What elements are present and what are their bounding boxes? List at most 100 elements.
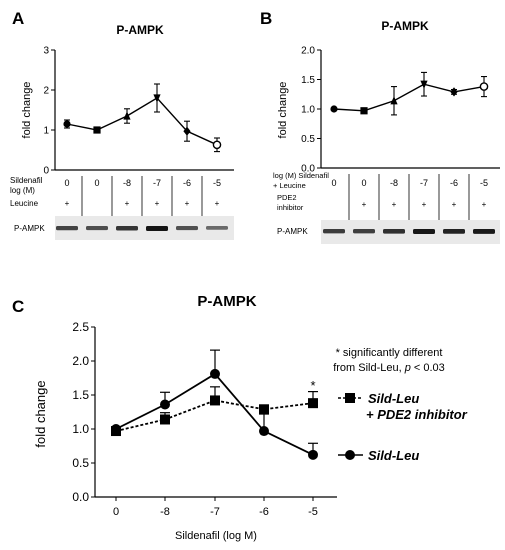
legend-marker-circle — [345, 450, 355, 460]
row2-value-b: + — [452, 200, 457, 209]
western-blot-image-b — [321, 220, 500, 244]
series-line-sild — [115, 372, 314, 456]
plot-area-b — [330, 71, 489, 116]
row1-value-a: -8 — [123, 178, 131, 188]
row2-value-a: + — [185, 199, 190, 208]
row1-value-b: -8 — [390, 178, 398, 188]
data-point-b-circle — [330, 105, 338, 113]
data-point-b-circle-open — [479, 82, 489, 91]
c-y-tick-label: 2.0 — [72, 354, 89, 368]
y-tick-labels-a: 3 2 1 0 — [43, 46, 55, 177]
blot-band-a — [56, 226, 78, 231]
blot-label-b: P-AMPK — [277, 227, 308, 236]
blot-band-b — [413, 229, 435, 234]
row1-value-b: 0 — [361, 178, 366, 188]
data-point-a-circle — [63, 120, 71, 128]
row1-value-b: -5 — [480, 178, 488, 188]
blot-band-a — [176, 226, 198, 231]
row1-value-a: -6 — [183, 178, 191, 188]
data-point-a-triangle-up — [123, 111, 131, 120]
data-point-b-diamond — [450, 87, 458, 97]
row-label-sildenafil-b-1: log (M) Sildenafil — [273, 171, 329, 180]
row1-value-b: -7 — [420, 178, 428, 188]
data-point-sild-circle — [308, 449, 318, 460]
series-line-a — [66, 97, 218, 146]
row1-value-b: -6 — [450, 178, 458, 188]
c-x-tick-label: -8 — [160, 506, 170, 518]
data-point-sild-circle — [210, 368, 220, 379]
a-y-tick-label: 0 — [43, 166, 49, 177]
row1-value-a: 0 — [94, 178, 99, 188]
blot-band-a — [206, 226, 228, 230]
c-y-tick-label: 2.5 — [72, 320, 89, 334]
row-label-sildenafil-a-2: log (M) — [10, 186, 35, 195]
legend-marker-square — [345, 393, 355, 403]
row-values-sildenafil-b: 0 0 -8 -7 -6 -5 — [331, 178, 488, 188]
legend-label-sild: Sild-Leu — [368, 448, 419, 463]
c-y-tick-label: 0.0 — [72, 490, 89, 504]
y-tick-labels-c: 2.5 2.0 1.5 1.0 0.5 0.0 — [72, 320, 95, 504]
y-axis-label-b: fold change — [277, 82, 289, 139]
western-blot-image-a — [55, 216, 234, 240]
c-x-tick-label: -7 — [210, 506, 220, 518]
panel-letter-b: B — [260, 9, 272, 28]
row-values-sildenafil-a: 0 0 -8 -7 -6 -5 — [64, 178, 221, 188]
blot-bands-a — [56, 226, 228, 231]
data-point-pde2-square — [210, 395, 220, 406]
legend: Sild-Leu + PDE2 inhibitor Sild-Leu — [338, 391, 468, 463]
data-point-a-triangle-down — [153, 94, 161, 103]
y-axis-label-c: fold change — [33, 380, 48, 447]
panel-letter-c: C — [12, 297, 24, 316]
series-line-pde2 — [115, 399, 314, 432]
blot-label-a: P-AMPK — [14, 224, 45, 233]
row-label-sildenafil-b-2: + Leucine — [273, 181, 306, 190]
panel-c: C P-AMPK fold change 2.52.01.51.00.50.0 … — [12, 293, 468, 542]
data-point-a-diamond — [183, 126, 191, 136]
c-y-tick-label: 0.5 — [72, 456, 89, 470]
significance-note-line-1: * significantly different — [336, 347, 443, 359]
blot-band-b — [383, 229, 405, 234]
row-label-pde2-b-1: PDE2 — [277, 193, 297, 202]
data-point-b-triangle-up — [390, 96, 398, 105]
data-point-b-square — [360, 107, 368, 115]
panel-a: A P-AMPK fold change 3 2 1 0 Sildenafil log… — [10, 9, 234, 240]
series-line-b — [333, 83, 485, 112]
chart-title-c: P-AMPK — [197, 293, 256, 310]
b-y-tick-label: 1.5 — [301, 75, 315, 86]
b-y-tick-label: 0.5 — [301, 134, 315, 145]
y-tick-labels-b: 2.0 1.5 1.0 0.5 0.0 — [301, 46, 321, 175]
data-point-a-circle-open — [212, 140, 222, 150]
b-y-tick-label: 1.0 — [301, 105, 315, 116]
blot-band-b — [353, 229, 375, 234]
c-y-tick-label: 1.0 — [72, 422, 89, 436]
row2-value-b: + — [392, 200, 397, 209]
x-tick-labels-c: 0 -8 -7 -6 -5 — [113, 497, 318, 518]
blot-band-b — [473, 229, 495, 234]
c-x-tick-label: 0 — [113, 506, 119, 518]
plot-area-c — [111, 349, 318, 460]
row-label-sildenafil-a-1: Sildenafil — [10, 176, 43, 185]
panel-b: B P-AMPK fold change 2.0 1.5 1.0 0.5 0.0 log… — [260, 9, 500, 244]
significance-asterisk: * — [310, 378, 315, 393]
row2-value-a: + — [65, 199, 70, 208]
legend-label-pde2-line1: Sild-Leu — [368, 391, 419, 406]
blot-band-b — [323, 229, 345, 234]
legend-label-pde2-line2: + PDE2 inhibitor — [366, 407, 468, 422]
x-axis-label-c: Sildenafil (log M) — [175, 530, 257, 542]
a-y-tick-label: 1 — [43, 126, 49, 137]
row1-value-b: 0 — [331, 178, 336, 188]
blot-band-a — [146, 226, 168, 231]
blot-band-a — [86, 226, 108, 231]
plot-area-a — [63, 83, 222, 153]
data-point-pde2-square — [259, 404, 269, 415]
row-label-pde2-b-2: inhibitor — [277, 203, 304, 212]
row1-value-a: 0 — [64, 178, 69, 188]
significance-note-line-2: from Sild-Leu, p < 0.03 — [333, 362, 445, 374]
row2-value-a: + — [125, 199, 130, 208]
data-point-sild-circle — [160, 399, 170, 410]
row2-value-b: + — [422, 200, 427, 209]
row-values-pde2-b: + + + + + — [362, 200, 487, 209]
chart-title-b: P-AMPK — [381, 19, 429, 33]
data-point-sild-circle — [259, 426, 269, 437]
